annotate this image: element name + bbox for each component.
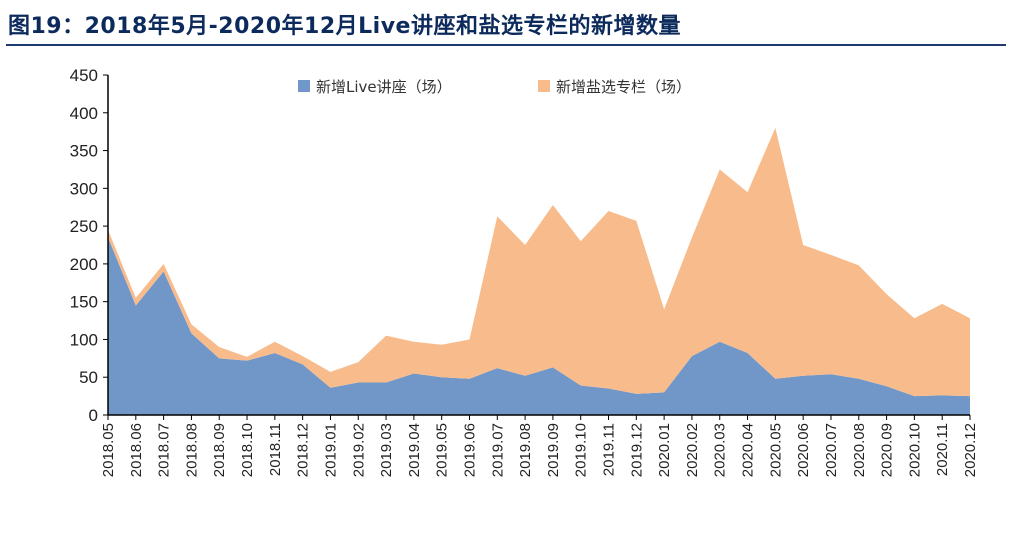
x-tick-label: 2020.04 <box>740 423 757 477</box>
x-tick-label: 2019.03 <box>378 423 395 477</box>
x-tick-label: 2018.05 <box>100 423 117 477</box>
x-tick-label: 2020.12 <box>962 423 979 477</box>
x-tick-label: 2019.04 <box>406 423 423 477</box>
y-tick-label: 450 <box>70 66 98 85</box>
chart-title: 图19：2018年5月-2020年12月Live讲座和盐选专栏的新增数量 <box>8 14 681 39</box>
x-tick-label: 2019.01 <box>322 423 339 477</box>
x-tick-label: 2020.06 <box>795 423 812 477</box>
x-tick-label: 2019.05 <box>434 423 451 477</box>
y-tick-label: 300 <box>70 179 98 198</box>
x-tick-label: 2020.09 <box>879 423 896 477</box>
x-tick-label: 2018.08 <box>183 423 200 477</box>
x-tick-label: 2020.01 <box>656 423 673 477</box>
x-tick-label: 2018.09 <box>211 423 228 477</box>
x-tick-label: 2018.12 <box>295 423 312 477</box>
y-tick-label: 150 <box>70 293 98 312</box>
x-tick-label: 2019.11 <box>601 423 618 476</box>
x-tick-label: 2020.05 <box>767 423 784 477</box>
x-tick-label: 2019.07 <box>489 423 506 477</box>
x-tick-label: 2019.12 <box>628 423 645 477</box>
y-tick-label: 100 <box>70 330 98 349</box>
x-tick-label: 2020.08 <box>851 423 868 477</box>
x-tick-label: 2020.07 <box>823 423 840 477</box>
x-tick-label: 2020.10 <box>906 423 923 477</box>
x-tick-label: 2018.06 <box>128 423 145 477</box>
y-tick-label: 350 <box>70 142 98 161</box>
area-series-1 <box>108 127 970 397</box>
legend-swatch-1 <box>538 80 550 92</box>
y-tick-label: 250 <box>70 217 98 236</box>
title-divider <box>6 44 1006 46</box>
x-tick-label: 2020.11 <box>934 423 951 476</box>
x-tick-label: 2018.10 <box>239 423 256 477</box>
x-tick-label: 2019.10 <box>573 423 590 477</box>
y-tick-label: 200 <box>70 255 98 274</box>
legend-swatch-0 <box>298 80 310 92</box>
area-series-0 <box>108 237 970 415</box>
x-tick-label: 2019.09 <box>545 423 562 477</box>
y-tick-label: 50 <box>79 368 98 387</box>
x-tick-label: 2018.07 <box>156 423 173 477</box>
x-tick-label: 2019.08 <box>517 423 534 477</box>
x-tick-label: 2018.11 <box>267 423 284 476</box>
x-tick-label: 2020.03 <box>712 423 729 477</box>
y-tick-label: 0 <box>89 406 98 425</box>
x-tick-label: 2019.02 <box>350 423 367 477</box>
x-tick-label: 2020.02 <box>684 423 701 477</box>
legend-label-1: 新增盐选专栏（场） <box>556 78 691 96</box>
legend-label-0: 新增Live讲座（场） <box>316 78 452 96</box>
x-tick-label: 2019.06 <box>461 423 478 477</box>
y-tick-label: 400 <box>70 104 98 123</box>
